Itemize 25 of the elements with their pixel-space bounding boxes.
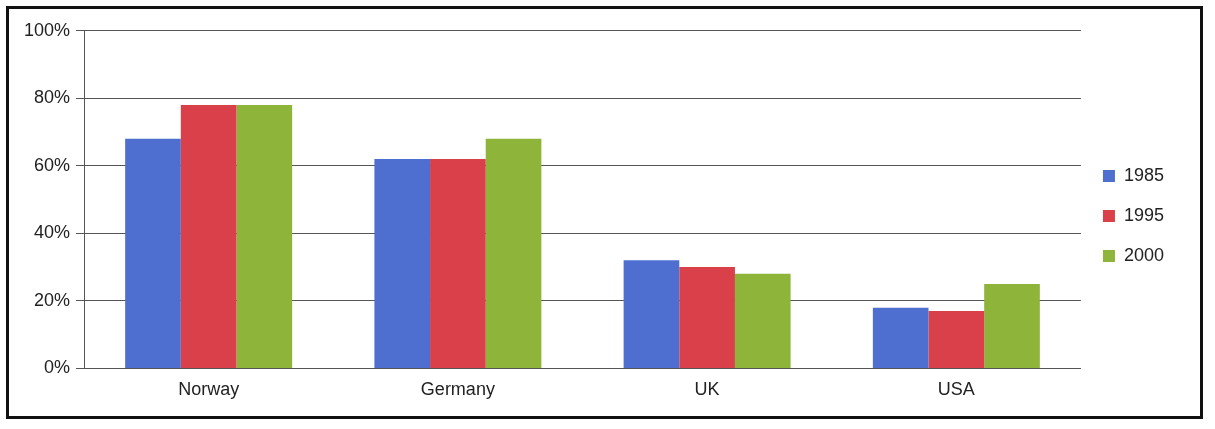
y-tick-label: 0% (44, 357, 71, 378)
bar (236, 105, 293, 368)
y-tick-label: 20% (34, 289, 71, 310)
x-tick-label: Germany (420, 379, 495, 400)
bar (623, 260, 680, 368)
y-tick-label: 60% (34, 154, 71, 175)
x-tick-label: Norway (178, 379, 240, 400)
bar (984, 284, 1040, 368)
bar (928, 311, 985, 368)
bar (485, 138, 542, 368)
bar (125, 138, 181, 368)
legend-label: 1985 (1123, 164, 1164, 185)
x-tick-label: USA (937, 379, 975, 400)
legend-label: 2000 (1123, 244, 1164, 265)
y-tick-label: 80% (34, 87, 71, 108)
x-tick-label: UK (694, 379, 720, 400)
bar (374, 159, 431, 368)
bar (679, 267, 735, 368)
bar (872, 307, 929, 368)
y-tick-label: 100% (23, 19, 71, 40)
bar (180, 105, 237, 368)
legend-label: 1995 (1123, 204, 1164, 225)
bar (734, 273, 791, 368)
y-tick-label: 40% (34, 222, 71, 243)
bar (430, 159, 486, 368)
